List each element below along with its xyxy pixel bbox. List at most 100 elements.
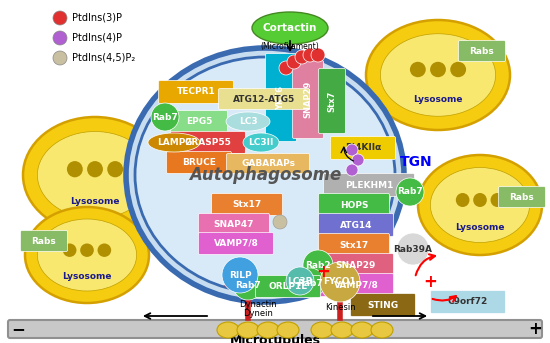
Text: Lysosome: Lysosome: [62, 272, 112, 281]
Text: +: +: [316, 263, 330, 281]
Text: Lysosome: Lysosome: [413, 95, 463, 104]
Circle shape: [346, 164, 358, 176]
FancyBboxPatch shape: [331, 137, 395, 159]
FancyBboxPatch shape: [199, 233, 273, 255]
Text: Rabs: Rabs: [470, 47, 494, 56]
Circle shape: [346, 144, 358, 156]
FancyBboxPatch shape: [266, 54, 296, 142]
Circle shape: [396, 178, 424, 206]
Text: GABARAPs: GABARAPs: [241, 159, 295, 168]
Ellipse shape: [25, 207, 149, 303]
Circle shape: [53, 31, 67, 45]
Ellipse shape: [87, 161, 103, 177]
FancyBboxPatch shape: [170, 110, 228, 132]
Ellipse shape: [226, 112, 270, 131]
Text: Dynein: Dynein: [243, 309, 273, 318]
Text: Rabs: Rabs: [510, 192, 535, 201]
Ellipse shape: [366, 20, 510, 130]
Ellipse shape: [418, 155, 542, 255]
Circle shape: [222, 257, 258, 293]
Ellipse shape: [456, 193, 470, 207]
FancyBboxPatch shape: [167, 152, 232, 174]
Text: ATG14: ATG14: [340, 221, 372, 229]
Ellipse shape: [63, 244, 76, 257]
Circle shape: [53, 11, 67, 25]
Ellipse shape: [257, 322, 279, 338]
Text: Rab7: Rab7: [152, 113, 178, 121]
Circle shape: [286, 267, 314, 295]
Ellipse shape: [311, 322, 333, 338]
Ellipse shape: [217, 322, 239, 338]
Text: −: −: [11, 320, 25, 338]
Circle shape: [320, 262, 360, 302]
Text: VAMP7/8: VAMP7/8: [213, 239, 258, 248]
FancyBboxPatch shape: [498, 187, 546, 208]
Text: +: +: [423, 273, 437, 291]
Text: FYCO1: FYCO1: [323, 277, 356, 286]
Ellipse shape: [410, 62, 426, 77]
Ellipse shape: [23, 117, 167, 233]
FancyBboxPatch shape: [158, 81, 234, 104]
FancyBboxPatch shape: [318, 213, 393, 237]
FancyBboxPatch shape: [350, 294, 415, 317]
Circle shape: [295, 50, 309, 64]
Text: STING: STING: [367, 300, 399, 309]
FancyBboxPatch shape: [170, 131, 245, 154]
Ellipse shape: [331, 322, 353, 338]
Text: RILP: RILP: [229, 271, 251, 280]
Text: ORLP1L: ORLP1L: [268, 282, 307, 291]
FancyBboxPatch shape: [318, 253, 393, 276]
Ellipse shape: [80, 244, 94, 257]
Text: Rab2: Rab2: [305, 260, 331, 270]
Circle shape: [303, 48, 317, 62]
Text: LAMP2: LAMP2: [157, 138, 191, 147]
Text: TGN: TGN: [400, 155, 433, 169]
Ellipse shape: [243, 133, 279, 152]
Text: Stx7: Stx7: [327, 90, 337, 111]
FancyBboxPatch shape: [323, 174, 415, 197]
Ellipse shape: [126, 48, 404, 302]
Text: Cortactin: Cortactin: [263, 23, 317, 33]
Text: PtdIns(4)P: PtdIns(4)P: [72, 33, 122, 43]
Ellipse shape: [351, 322, 373, 338]
FancyBboxPatch shape: [318, 273, 393, 296]
Text: Dynactin: Dynactin: [239, 300, 277, 309]
Text: Stx17: Stx17: [339, 240, 369, 249]
FancyBboxPatch shape: [293, 60, 323, 139]
Circle shape: [151, 103, 179, 131]
Ellipse shape: [430, 62, 446, 77]
Circle shape: [233, 270, 263, 300]
Text: SNAP29: SNAP29: [336, 260, 376, 270]
Circle shape: [273, 215, 287, 229]
Text: PLEKHM1: PLEKHM1: [345, 180, 393, 189]
Ellipse shape: [252, 12, 328, 44]
Ellipse shape: [135, 57, 395, 293]
Text: Microtubules: Microtubules: [229, 333, 321, 343]
Text: ATG12-ATG5: ATG12-ATG5: [233, 95, 295, 104]
Ellipse shape: [237, 322, 259, 338]
FancyBboxPatch shape: [318, 69, 345, 133]
Ellipse shape: [431, 167, 530, 243]
Circle shape: [279, 61, 293, 75]
Ellipse shape: [371, 322, 393, 338]
Circle shape: [303, 250, 333, 280]
Ellipse shape: [107, 161, 123, 177]
Text: Rab7: Rab7: [235, 281, 261, 289]
Text: C9orf72: C9orf72: [448, 297, 488, 307]
Text: LC3: LC3: [239, 117, 257, 126]
Text: SNAP29: SNAP29: [304, 81, 312, 118]
Ellipse shape: [473, 193, 487, 207]
FancyBboxPatch shape: [218, 88, 310, 109]
Text: LC3II: LC3II: [248, 138, 274, 147]
Text: EPG5: EPG5: [186, 117, 212, 126]
Ellipse shape: [37, 131, 152, 218]
Circle shape: [287, 55, 301, 69]
Ellipse shape: [148, 133, 200, 152]
Ellipse shape: [491, 193, 504, 207]
Text: BRUCE: BRUCE: [182, 158, 216, 167]
Text: Lysosome: Lysosome: [455, 223, 505, 232]
Text: Autophagosome: Autophagosome: [189, 166, 341, 184]
Text: SNAP47: SNAP47: [214, 220, 254, 229]
Ellipse shape: [67, 161, 82, 177]
FancyBboxPatch shape: [459, 40, 505, 61]
